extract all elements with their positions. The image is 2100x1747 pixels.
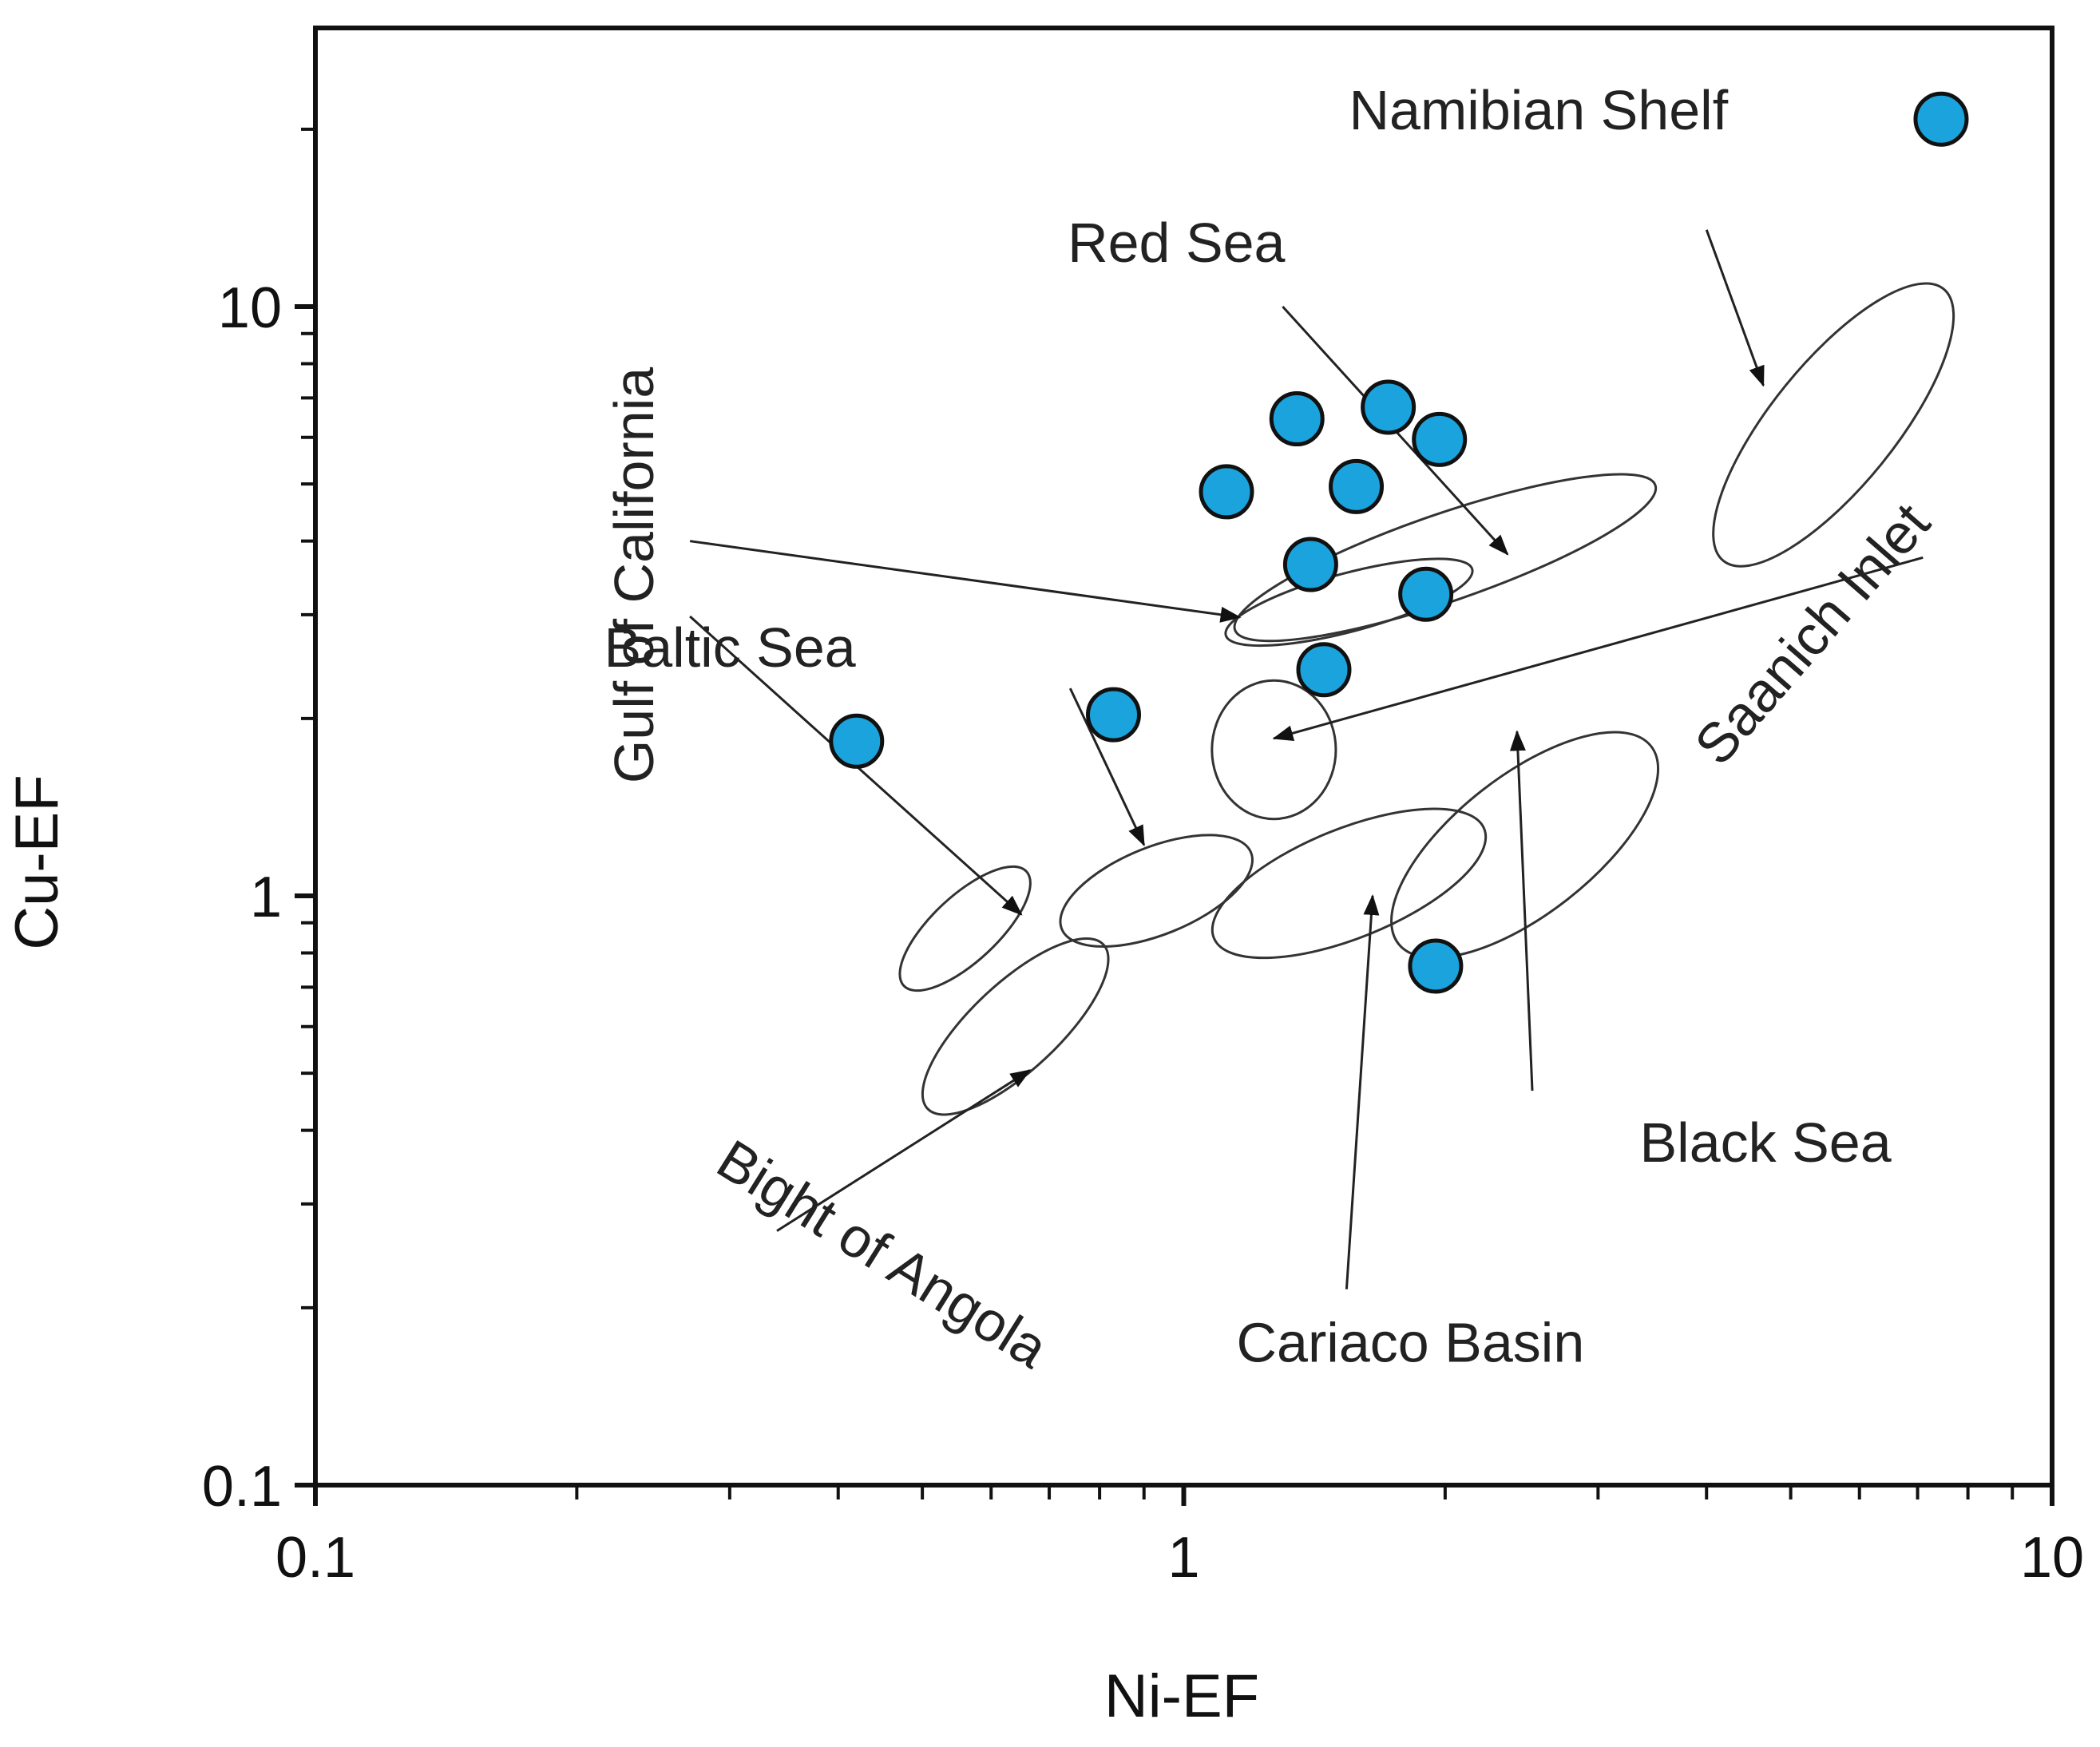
data-point xyxy=(1398,566,1454,622)
annotation-arrow xyxy=(1509,730,1534,1091)
data-point xyxy=(1412,411,1468,467)
data-point xyxy=(1361,379,1417,435)
region-ellipses-layer xyxy=(898,282,1955,1116)
region-ellipse xyxy=(1390,731,1660,960)
region-ellipse xyxy=(1059,834,1254,948)
x-tick-label: 1 xyxy=(1167,1526,1199,1590)
region-label: Baltic Sea xyxy=(604,616,856,679)
region-ellipse xyxy=(1712,282,1955,568)
region-ellipse xyxy=(1224,557,1474,648)
data-point xyxy=(1296,642,1352,698)
region-label: Black Sea xyxy=(1639,1111,1891,1174)
data-point xyxy=(1085,687,1141,743)
data-point xyxy=(1282,537,1338,592)
annotation-arrow xyxy=(1705,229,1765,387)
annotation-arrow xyxy=(1345,894,1380,1289)
axes-layer: 0.1 1 10 0.1 1 10 xyxy=(202,26,2084,1590)
annotation-arrow xyxy=(689,540,1242,623)
annotation-arrow xyxy=(776,1069,1032,1232)
data-point xyxy=(1329,458,1385,514)
data-point xyxy=(1408,938,1464,994)
region-ellipse xyxy=(1210,679,1337,821)
data-point xyxy=(1913,91,1969,147)
x-tick-label: 0.1 xyxy=(275,1526,355,1590)
region-ellipse xyxy=(921,937,1110,1116)
x-tick-label: 10 xyxy=(2020,1526,2084,1590)
data-point xyxy=(829,713,885,769)
data-point xyxy=(1269,391,1325,447)
annotation-arrow xyxy=(1272,556,1924,742)
y-tick-label: 0.1 xyxy=(202,1455,282,1519)
region-label: Cariaco Basin xyxy=(1237,1311,1585,1373)
region-ellipse xyxy=(1233,473,1658,643)
data-point xyxy=(1199,464,1254,520)
annotation-arrow xyxy=(1068,687,1146,847)
region-label: Gulf of California xyxy=(603,367,665,783)
y-tick-label: 1 xyxy=(250,866,282,929)
region-label: Red Sea xyxy=(1068,212,1285,274)
region-label: Bight of Angola xyxy=(707,1127,1059,1380)
x-axis-title: Ni-EF xyxy=(1104,1662,1259,1730)
y-tick-label: 10 xyxy=(218,276,282,340)
y-axis-title: Cu-EF xyxy=(3,774,71,950)
region-ellipse xyxy=(898,865,1032,992)
data-points-layer xyxy=(829,91,1969,994)
region-label: Namibian Shelf xyxy=(1349,79,1728,141)
